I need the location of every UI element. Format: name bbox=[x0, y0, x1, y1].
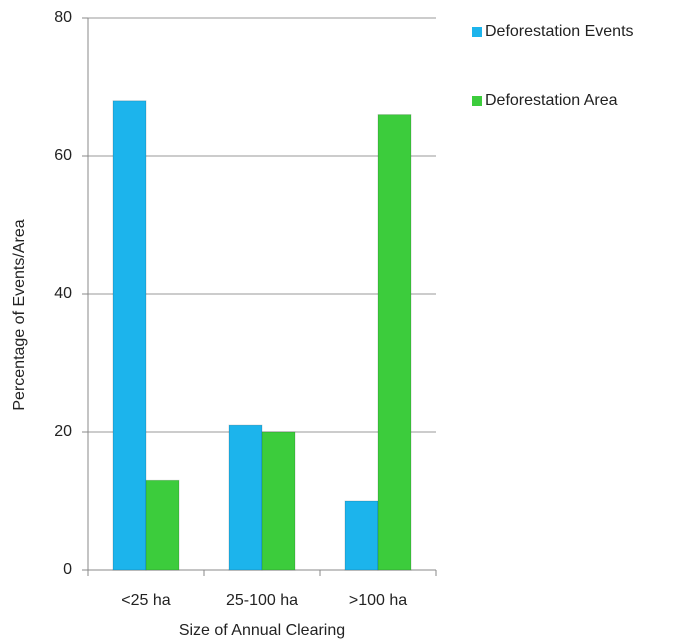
bar bbox=[228, 424, 263, 571]
y-tick-label: 40 bbox=[54, 285, 72, 302]
x-tick-label: <25 ha bbox=[121, 592, 170, 609]
bar bbox=[344, 500, 379, 571]
y-tick-label: 0 bbox=[63, 561, 72, 578]
bar bbox=[145, 479, 180, 571]
y-tick-label: 80 bbox=[54, 9, 72, 26]
y-axis-label: Percentage of Events/Area bbox=[11, 219, 28, 410]
x-tick-label: >100 ha bbox=[349, 592, 407, 609]
legend-label: Deforestation Events bbox=[485, 23, 634, 40]
legend-label: Deforestation Area bbox=[485, 92, 618, 109]
bar bbox=[261, 431, 296, 571]
bar bbox=[377, 114, 412, 571]
y-tick-label: 60 bbox=[54, 147, 72, 164]
y-tick-label: 20 bbox=[54, 423, 72, 440]
bar bbox=[112, 100, 147, 571]
legend-swatch bbox=[472, 96, 482, 106]
x-axis-label: Size of Annual Clearing bbox=[179, 622, 345, 639]
x-tick-label: 25-100 ha bbox=[226, 592, 298, 609]
legend-swatch bbox=[472, 27, 482, 37]
